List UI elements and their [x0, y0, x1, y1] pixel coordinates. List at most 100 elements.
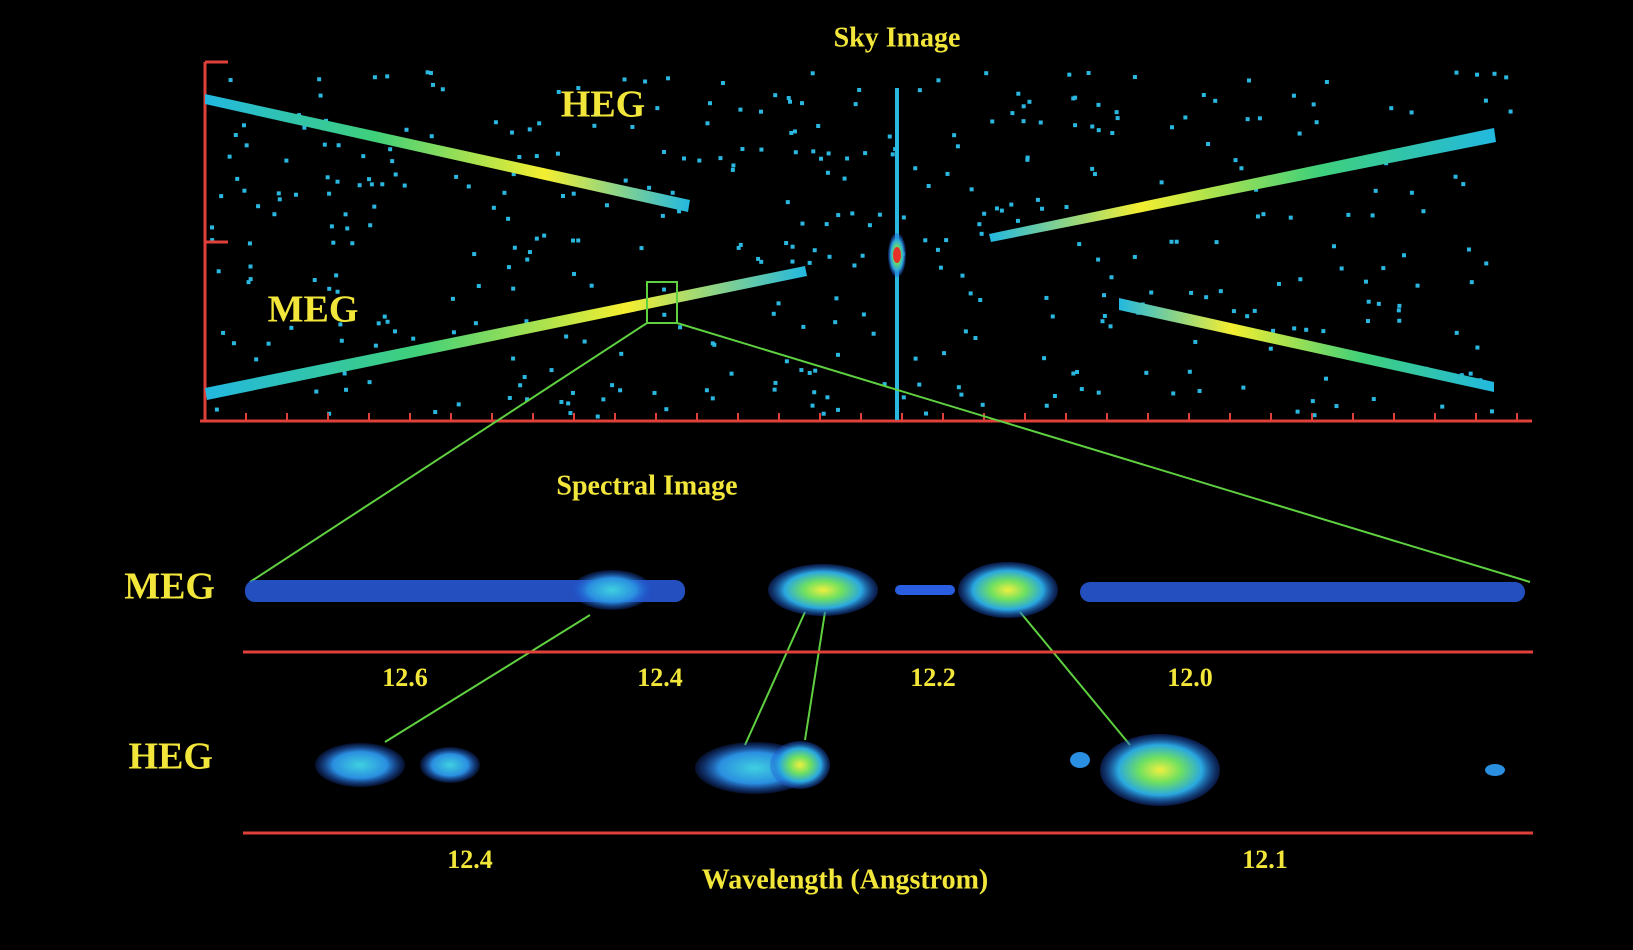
- noise-dot: [1009, 202, 1014, 207]
- noise-dot: [1171, 391, 1176, 396]
- noise-dot: [284, 158, 289, 163]
- noise-dot: [677, 209, 682, 214]
- noise-dot: [1206, 142, 1211, 147]
- sky-meg-label: MEG: [268, 289, 359, 331]
- noise-dot: [619, 351, 624, 356]
- meg-tick-label: 12.6: [382, 663, 428, 692]
- noise-dot: [1373, 188, 1378, 193]
- noise-dot: [1454, 330, 1459, 335]
- noise-dot: [867, 223, 872, 228]
- noise-dot: [1363, 279, 1368, 284]
- noise-dot: [801, 324, 806, 329]
- noise-dot: [511, 172, 516, 177]
- noise-dot: [662, 312, 667, 317]
- noise-dot: [799, 368, 804, 373]
- noise-dot: [1115, 116, 1120, 121]
- heg-spectrum: [315, 734, 1505, 806]
- noise-dot: [836, 407, 841, 412]
- noise-dot: [1174, 239, 1179, 244]
- noise-dot: [784, 359, 789, 364]
- noise-dot: [708, 101, 713, 106]
- noise-dot: [788, 99, 793, 104]
- noise-dot: [1067, 72, 1072, 77]
- noise-dot: [731, 163, 736, 168]
- noise-dot: [227, 154, 232, 159]
- noise-dot: [1261, 212, 1266, 217]
- noise-dot: [790, 259, 795, 264]
- noise-dot: [1090, 166, 1095, 171]
- noise-dot: [812, 390, 817, 395]
- noise-dot: [576, 238, 581, 243]
- noise-dot: [1310, 399, 1315, 404]
- noise-dot: [317, 77, 322, 82]
- noise-dot: [527, 127, 532, 132]
- noise-dot: [327, 286, 332, 291]
- noise-dot: [1071, 371, 1076, 376]
- noise-dot: [771, 311, 776, 316]
- noise-dot: [393, 329, 398, 334]
- noise-dot: [890, 152, 895, 157]
- noise-dot: [945, 171, 950, 176]
- noise-dot: [955, 144, 960, 149]
- noise-dot: [231, 341, 236, 346]
- meg-tick-label: 12.2: [910, 663, 956, 692]
- noise-dot: [1075, 370, 1080, 375]
- zero-order-core: [893, 247, 901, 263]
- noise-dot: [647, 185, 652, 190]
- noise-dot: [1504, 75, 1509, 80]
- noise-dot: [564, 334, 569, 339]
- noise-dot: [1144, 370, 1149, 375]
- noise-dot: [618, 388, 623, 393]
- meg-row-label: MEG: [124, 566, 215, 608]
- noise-dot: [982, 211, 987, 216]
- noise-dot: [1245, 117, 1250, 122]
- noise-dot: [582, 339, 587, 344]
- noise-dot: [901, 215, 906, 220]
- noise-dot: [556, 89, 561, 94]
- noise-dot: [1397, 303, 1402, 308]
- noise-dot: [963, 329, 968, 334]
- noise-dot: [1109, 275, 1114, 280]
- noise-dot: [773, 380, 778, 385]
- noise-dot: [792, 129, 797, 134]
- noise-dot: [242, 188, 247, 193]
- noise-dot: [990, 119, 995, 124]
- noise-dot: [1298, 277, 1303, 282]
- noise-dot: [429, 134, 434, 139]
- noise-dot: [861, 312, 866, 317]
- noise-dot: [1484, 261, 1489, 266]
- noise-dot: [542, 233, 547, 238]
- noise-dot: [466, 184, 471, 189]
- noise-dot: [517, 154, 522, 159]
- noise-dot: [1064, 205, 1069, 210]
- noise-dot: [511, 356, 516, 361]
- noise-dot: [527, 250, 532, 255]
- noise-dot: [786, 96, 791, 101]
- noise-dot: [759, 147, 764, 152]
- noise-dot: [1073, 123, 1078, 128]
- noise-dot: [312, 278, 317, 283]
- noise-dot: [524, 319, 529, 324]
- noise-dot: [738, 242, 743, 247]
- noise-dot: [1108, 324, 1113, 329]
- noise-dot: [1016, 91, 1021, 96]
- noise-dot: [254, 357, 259, 362]
- noise-dot: [1421, 209, 1426, 214]
- noise-dot: [473, 321, 478, 326]
- noise-dot: [1241, 385, 1246, 390]
- noise-dot: [704, 388, 709, 393]
- sky-axes: [200, 60, 1532, 423]
- axis-title: Wavelength (Angstrom): [702, 864, 988, 895]
- noise-dot: [956, 385, 961, 390]
- noise-dot: [1312, 413, 1317, 418]
- noise-dot: [913, 166, 918, 171]
- noise-dot: [1218, 289, 1223, 294]
- noise-dot: [1255, 214, 1260, 219]
- noise-dot: [555, 151, 560, 156]
- noise-dot: [361, 154, 366, 159]
- noise-dot: [813, 368, 818, 373]
- noise-dot: [1321, 329, 1326, 334]
- noise-dot: [776, 301, 781, 306]
- noise-dot: [1311, 102, 1316, 107]
